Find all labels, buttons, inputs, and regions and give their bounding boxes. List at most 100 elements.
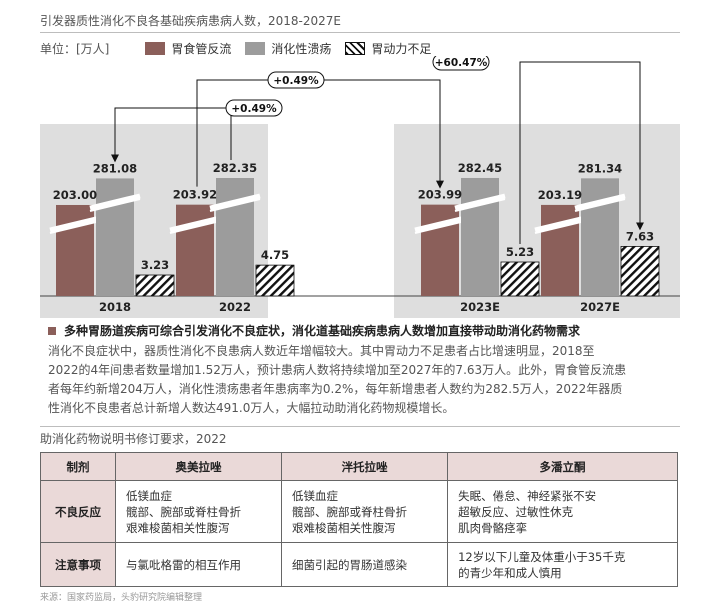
legend: 单位：[万人] 胃食管反流 消化性溃疡 胃动力不足 — [40, 40, 445, 56]
axis-break-mark — [89, 198, 141, 212]
legend-label-ulcer: 消化性溃疡 — [271, 41, 332, 56]
axis-break-mark — [534, 215, 586, 233]
axis-break-mark — [209, 198, 261, 212]
row-label: 注意事项 — [40, 542, 116, 587]
table-row: 注意事项 与氯吡格雷的相互作用 细菌引起的胃肠道感染 12岁以下儿童及体重小于3… — [40, 542, 678, 587]
growth-badge — [432, 56, 490, 71]
table-header-row: 制剂 奥美拉唑 泮托拉唑 多潘立酮 — [40, 452, 678, 481]
axis-break-mark — [209, 193, 261, 211]
axis-break-mark — [574, 198, 626, 212]
cell-line: 细菌引起的胃肠道感染 — [292, 557, 408, 572]
legend-label-gerd: 胃食管反流 — [171, 41, 232, 56]
category-label: 2022 — [219, 300, 251, 314]
axis-break-mark — [414, 215, 466, 233]
legend-swatch-ulcer — [245, 41, 266, 55]
table-cell: 低镁血症 髋部、腕部或脊柱骨折 艰难梭菌相关性腹泻 — [114, 480, 283, 543]
paragraph-line: 者每年约新增204万人，消化性溃疡患者年患病率为0.2%，每年新增患者人数约为2… — [48, 382, 623, 396]
data-label: 5.23 — [506, 245, 534, 259]
data-label: 281.34 — [578, 161, 622, 175]
data-label: 281.08 — [93, 161, 137, 175]
source-note: 来源：国家药监局，头豹研究院编辑整理 — [40, 593, 203, 603]
table-divider — [40, 426, 680, 427]
growth-label: +60.47% — [435, 57, 488, 69]
paragraph-line: 消化不良症状中，器质性消化不良患病人数近年增幅较大。其中胃动力不足患者占比增速明… — [48, 344, 595, 358]
bar-chart: 203.00 281.08 3.23 2018 203.92 282.35 4.75 2022… — [40, 56, 680, 318]
bar-ulcer — [581, 178, 619, 296]
chart-title: 引发器质性消化不良各基础疾病患病人数，2018-2027E — [40, 14, 341, 28]
legend-item-gerd: 胃食管反流 — [145, 40, 231, 57]
legend-item-motility: 胃动力不足 — [345, 40, 431, 57]
section-heading-text: 多种胃肠道疾病可综合引发消化不良症状，消化道基础疾病患病人数增加直接带动助消化药… — [64, 324, 581, 338]
axis-break-mark — [574, 193, 626, 211]
axis-break-mark — [454, 198, 506, 212]
drug-label-table: 制剂 奥美拉唑 泮托拉唑 多潘立酮 不良反应 低镁血症 髋部、腕部或脊柱骨折 艰… — [40, 452, 678, 587]
summary-paragraph: 消化不良症状中，器质性消化不良患病人数近年增幅较大。其中胃动力不足患者占比增速明… — [48, 342, 668, 418]
bar-motility — [500, 261, 540, 297]
bar-ulcer — [461, 177, 499, 296]
bar-ulcer — [216, 178, 254, 296]
bar-motility — [255, 264, 295, 297]
table-title: 助消化药物说明书修订要求，2022 — [40, 432, 227, 446]
table-cell: 失眠、倦怠、神经紧张不安 超敏反应、过敏性休克 肌肉骨骼痉挛 — [447, 480, 678, 543]
cell-line: 肌肉骨骼痉挛 — [458, 520, 528, 535]
table-header-cell: 奥美拉唑 — [114, 452, 283, 481]
legend-swatch-motility — [345, 41, 366, 55]
axis-break-mark — [534, 220, 586, 234]
axis-break-mark — [89, 193, 141, 211]
growth-badge — [225, 99, 283, 117]
axis-break-mark — [454, 193, 506, 211]
title-divider — [40, 32, 680, 33]
axis-break-mark — [414, 220, 466, 234]
axis-break-mark — [169, 215, 221, 233]
paragraph-line: 2022的4年间患者数量增加1.52万人，预计患病人数将持续增加至2027年的7… — [48, 363, 627, 377]
unit-label: 单位：[万人] — [40, 41, 110, 56]
cell-line: 低镁血症 — [292, 488, 339, 503]
growth-label: +0.49% — [273, 75, 319, 87]
category-label: 2023E — [460, 300, 500, 314]
data-label: 282.35 — [213, 161, 257, 175]
growth-arrow — [111, 107, 232, 163]
axis-break-mark — [49, 215, 101, 233]
bar-motility — [620, 246, 660, 297]
cell-line: 的青少年和成人慎用 — [458, 565, 562, 580]
legend-label-motility: 胃动力不足 — [371, 41, 432, 56]
bar-ulcer — [96, 178, 134, 296]
table-header-cell: 多潘立酮 — [447, 452, 678, 481]
category-label: 2027E — [580, 300, 620, 314]
cell-line: 低镁血症 — [126, 488, 172, 503]
data-label: 4.75 — [261, 248, 289, 262]
category-label: 2018 — [99, 300, 131, 314]
row-label: 不良反应 — [40, 480, 116, 543]
bullet-square — [48, 326, 56, 335]
cell-line: 失眠、倦怠、神经紧张不安 — [458, 488, 597, 503]
table-cell: 12岁以下儿童及体重小于35千克 的青少年和成人慎用 — [447, 542, 678, 587]
growth-badge — [267, 71, 325, 89]
bar-motility — [135, 274, 175, 297]
data-label: 203.00 — [53, 188, 97, 202]
cell-line: 髋部、腕部或脊柱骨折 — [126, 504, 241, 519]
axis-break-mark — [49, 220, 101, 234]
table-cell: 低镁血症 髋部、腕部或脊柱骨折 艰难梭菌相关性腹泻 — [281, 480, 449, 543]
cell-line: 艰难梭菌相关性腹泻 — [292, 520, 396, 535]
data-label: 7.63 — [626, 229, 654, 243]
axis-break-mark — [169, 220, 221, 234]
growth-label: +0.49% — [231, 103, 277, 115]
section-heading: 多种胃肠道疾病可综合引发消化不良症状，消化道基础疾病患病人数增加直接带动助消化药… — [48, 322, 580, 339]
table-header-cell: 泮托拉唑 — [281, 452, 449, 481]
growth-arrow — [519, 61, 644, 245]
cell-line: 与氯吡格雷的相互作用 — [126, 557, 241, 572]
table-header-cell: 制剂 — [40, 452, 116, 481]
table-cell: 细菌引起的胃肠道感染 — [281, 542, 449, 587]
legend-swatch-gerd — [145, 41, 166, 55]
data-label: 203.19 — [538, 188, 582, 202]
data-label: 203.92 — [173, 188, 217, 202]
cell-line: 超敏反应、过敏性休克 — [458, 504, 574, 519]
paragraph-line: 性消化不良患者总计新增人数达491.0万人，大幅拉动助消化药物规模增长。 — [48, 401, 455, 415]
cell-line: 艰难梭菌相关性腹泻 — [126, 520, 230, 535]
cell-line: 髋部、腕部或脊柱骨折 — [292, 504, 408, 519]
table-row: 不良反应 低镁血症 髋部、腕部或脊柱骨折 艰难梭菌相关性腹泻 低镁血症 髋部、腕… — [40, 480, 678, 543]
data-label: 203.99 — [418, 188, 462, 202]
data-label: 282.45 — [458, 161, 502, 175]
legend-item-ulcer: 消化性溃疡 — [245, 40, 331, 57]
data-label: 3.23 — [141, 258, 169, 272]
